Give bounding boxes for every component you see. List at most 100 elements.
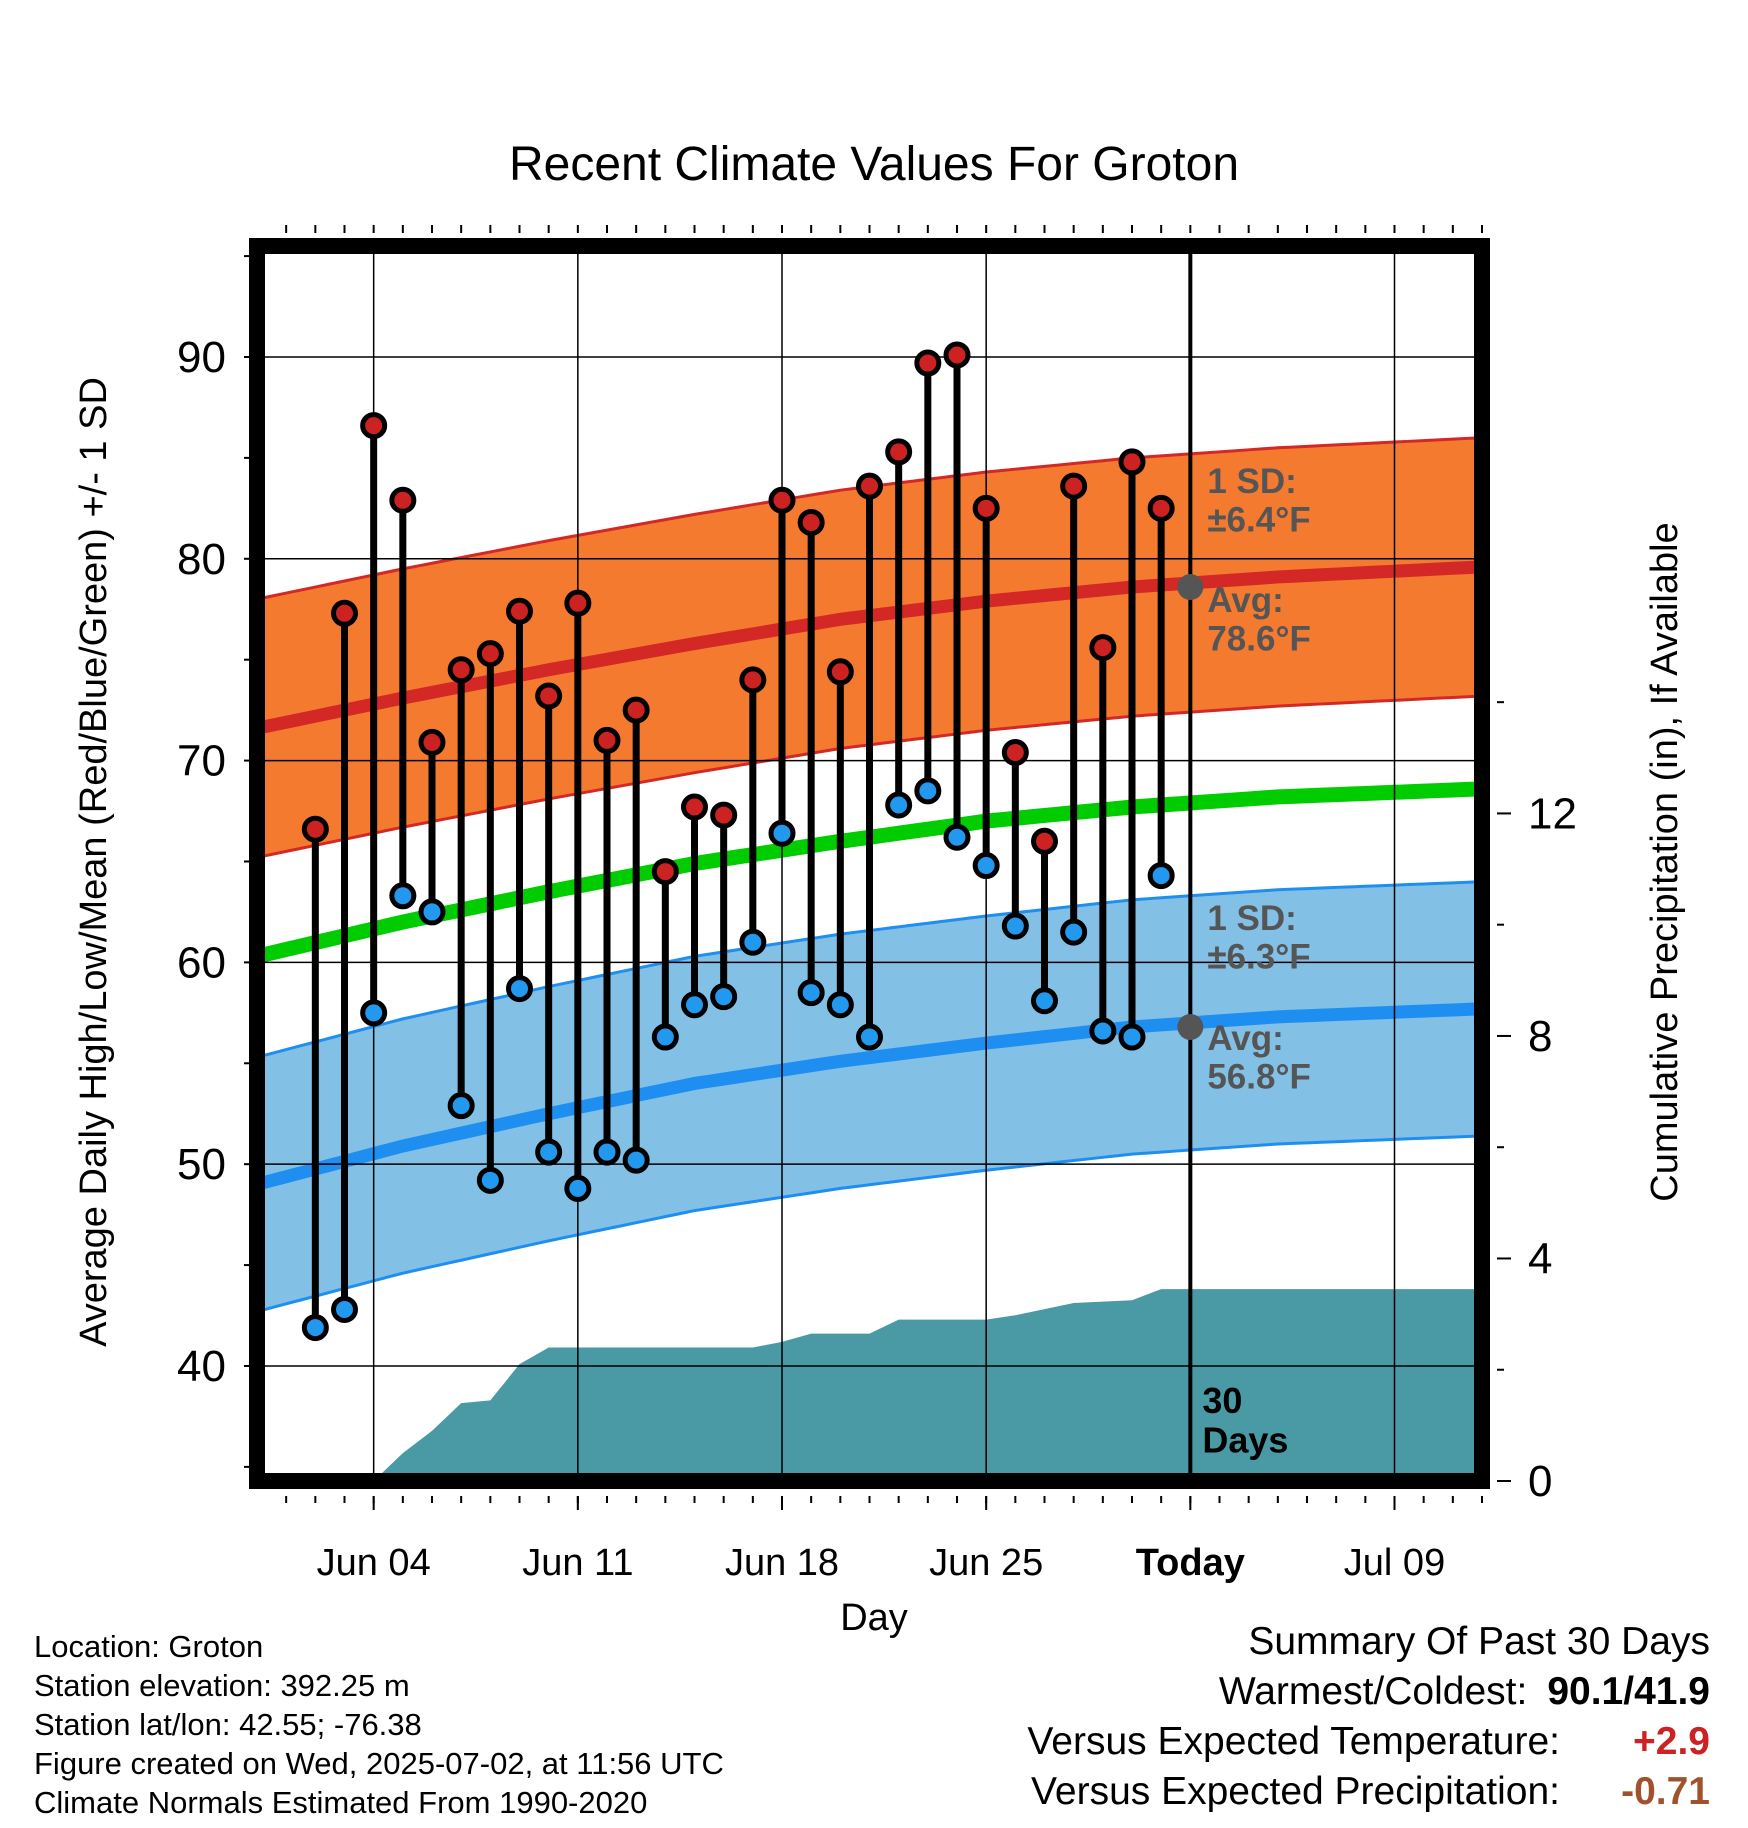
daily-high-point [768,486,796,514]
low-avg-annotation-line: Avg: [1207,1019,1283,1058]
summary-precip-label: Versus Expected Precipitation: [1031,1770,1560,1813]
high-avg-annotation: Avg: 78.6°F [1207,581,1311,659]
footer-latlon: Station lat/lon: 42.55; -76.38 [34,1707,422,1742]
high-sd-annotation-line: 1 SD: [1207,462,1296,501]
y2-tick-label: 4 [1528,1234,1552,1283]
daily-low-point [885,791,913,819]
summary-warm-cold-value: 90.1/41.9 [1547,1670,1710,1713]
summary-temp: Versus Expected Temperature: +2.9 [1027,1717,1710,1767]
y-axis-label: Average Daily High/Low/Mean (Red/Blue/Gr… [73,377,115,1347]
daily-low-point [681,991,708,1019]
daily-low-point [943,823,971,851]
daily-low-point [972,852,1000,880]
daily-low-point [593,1138,621,1166]
daily-high-point [797,508,825,536]
daily-low-point [710,983,738,1011]
x-tick-label: Jun 04 [317,1542,431,1584]
low-sd-band [257,881,1482,1312]
daily-high-point [389,486,417,514]
footer-normals: Climate Normals Estimated From 1990-2020 [34,1785,648,1820]
footer-created: Figure created on Wed, 2025-07-02, at 11… [34,1746,724,1781]
y2-axis-label: Cumulative Precipitation (in), If Availa… [1644,522,1686,1201]
y2-tick-label: 0 [1528,1457,1552,1506]
daily-high-point [1001,739,1029,767]
daily-high-point [710,801,738,829]
daily-high-point [447,656,475,684]
high-sd-annotation: 1 SD: ±6.4°F [1207,462,1310,540]
y-tick-label: 60 [177,938,226,987]
daily-high-point [506,597,533,625]
y2-tick-label: 8 [1528,1012,1552,1061]
high-avg-annotation-line: Avg: [1207,581,1283,620]
daily-high-point [476,640,504,668]
daily-low-point [331,1295,358,1323]
daily-high-point [1031,827,1058,855]
daily-high-point [1089,634,1117,662]
low-avg-annotation: Avg: 56.8°F [1207,1019,1311,1097]
footer-elevation: Station elevation: 392.25 m [34,1668,410,1703]
daily-low-point [418,898,446,926]
chart-title: Recent Climate Values For Groton [509,138,1239,191]
daily-high-point [739,666,767,694]
daily-low-point [360,999,388,1027]
daily-low-point [535,1138,563,1166]
daily-high-point [593,726,621,754]
low-sd-annotation-line: 1 SD: [1207,899,1296,938]
daily-low-point [506,975,533,1003]
daily-low-point [1031,987,1058,1015]
daily-low-point [797,979,825,1007]
today-avg-low-marker [1177,1013,1204,1040]
daily-low-point [1060,918,1088,946]
y-tick-label: 70 [177,737,226,786]
daily-low-point [739,928,767,956]
avg-low-line [257,1002,1482,1191]
daily-high-point [826,658,854,686]
daily-high-point [331,599,358,627]
daily-high-point [681,793,708,821]
daily-low-point [1089,1017,1117,1045]
x-tick-label: Jun 18 [725,1542,839,1584]
high-sd-annotation-line: ±6.4°F [1207,501,1310,540]
footer-location: Location: Groton [34,1629,264,1664]
window-label-line: Days [1202,1420,1288,1461]
y-tick-label: 80 [177,535,226,584]
x-tick-label: Jun 11 [522,1542,633,1584]
daily-low-point [447,1092,475,1120]
summary-title: Summary Of Past 30 Days [1248,1620,1710,1663]
daily-high-point [301,815,329,843]
daily-high-point [943,341,971,369]
daily-high-point [1147,494,1175,522]
y2-tick-label: 12 [1528,789,1577,838]
summary-warm-cold: Warmest/Coldest: 90.1/41.9 [1219,1667,1710,1717]
daily-low-point [914,777,942,805]
low-sd-band-lower-edge [257,1134,1482,1313]
daily-high-point [418,728,446,756]
x-tick-label: Jul 09 [1344,1542,1445,1584]
high-avg-annotation-line: 78.6°F [1207,620,1311,659]
daily-low-point [301,1314,329,1342]
daily-low-point [651,1023,679,1051]
y-tick-label: 40 [177,1342,226,1391]
x-axis-label: Day [840,1597,908,1639]
daily-low-point [1147,862,1175,890]
window-label-line: 30 [1202,1380,1242,1421]
daily-high-point [535,682,563,710]
daily-low-point [856,1023,883,1051]
daily-high-point [972,494,1000,522]
y-tick-label: 90 [177,333,226,382]
daily-low-point [768,819,796,847]
daily-low-point [622,1146,650,1174]
summary-warm-cold-label: Warmest/Coldest: [1218,1670,1528,1713]
low-sd-annotation: 1 SD: ±6.3°F [1207,899,1310,977]
summary-temp-value: +2.9 [1633,1720,1710,1763]
window-label: 30 Days [1202,1380,1288,1461]
low-sd-annotation-line: ±6.3°F [1207,938,1310,977]
daily-high-point [914,349,942,377]
x-tick-label: Today [1136,1542,1245,1584]
daily-high-point [885,438,913,466]
plot-area [257,246,1482,1481]
daily-low-point [564,1174,592,1202]
precip-area [373,1289,1482,1481]
daily-high-point [622,696,650,724]
